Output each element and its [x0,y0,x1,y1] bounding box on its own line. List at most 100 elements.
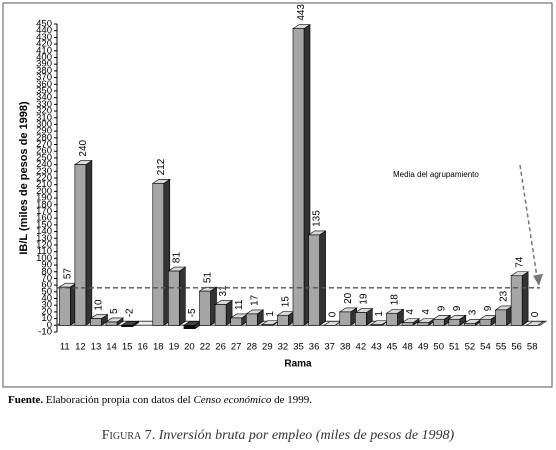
x-tick-label: 36 [309,342,320,353]
bar [90,318,102,326]
x-tick-label: 35 [293,342,304,353]
x-tick-label: 50 [433,342,444,353]
y-axis-label: IB/L (miles de pesos de 1998) [18,101,30,255]
bar [495,309,507,326]
y-tick-label: 440 [36,25,52,36]
x-tick-label: 11 [60,342,70,353]
value-label: 15 [281,296,292,308]
value-label: 135 [312,210,323,227]
chart-border [2,2,553,388]
value-label: 9 [452,305,463,311]
y-tick-label: 70 [41,273,52,284]
annotation-arrow [519,164,539,284]
bar [105,321,118,326]
bar [370,324,383,326]
bar [121,325,133,327]
y-tick-label: 110 [37,246,52,257]
y-tick-label: 280 [36,132,52,143]
bar [214,304,227,326]
bar [432,318,445,326]
value-label: 10 [94,299,105,311]
y-tick-label: 370 [36,72,52,83]
bar-side [319,230,326,326]
caption: Figura 7. Inversión bruta por empleo (mi… [0,428,556,444]
y-tick-label: 240 [36,159,52,170]
bar-top [525,321,545,326]
bar [308,234,320,326]
bar [339,311,352,326]
value-label: 240 [78,139,89,156]
caption-label: Figura 7. [101,428,156,443]
bar-side [179,266,186,326]
source-italic: Censo económico [193,394,272,406]
source: Fuente. Elaboración propia con datos del… [8,394,312,406]
x-tick-label: 48 [402,342,413,353]
x-tick-label: 26 [215,342,226,353]
y-tick-label: 130 [36,233,52,244]
value-label: 17 [249,294,260,306]
value-label: 31 [218,285,229,297]
y-tick-label: 150 [36,219,52,230]
value-label: 4 [421,309,432,315]
bar-side [521,271,529,326]
source-text: de 1999. [271,394,312,406]
y-tick-label: 300 [36,119,52,130]
x-tick-label: 52 [465,342,476,353]
bar [277,314,289,326]
value-label: 3 [468,309,479,315]
value-label: 19 [358,293,369,305]
x-tick-label: 16 [137,342,148,353]
y-tick-label: 350 [36,85,52,96]
x-tick-label: 12 [75,342,86,353]
y-tick-label: 0 [47,320,52,331]
y-tick-label: 160 [36,213,52,224]
value-label: 74 [514,256,525,268]
y-tick-label: 360 [36,79,52,90]
y-tick-label: 420 [36,39,52,50]
source-label: Fuente. [8,394,44,406]
y-tick-label: 190 [36,193,52,204]
value-label: 0 [327,311,338,317]
value-label: 9 [436,305,447,311]
bar [261,324,274,326]
value-label: 5 [109,308,120,314]
y-tick-label: 340 [36,92,52,103]
x-tick-label: 29 [262,342,273,353]
y-tick-label: 390 [36,59,52,70]
value-label: 11 [234,299,245,310]
value-label: 20 [343,292,354,304]
x-tick-label: 45 [387,342,398,353]
x-tick-label: 27 [231,342,242,353]
value-label: 443 [296,4,307,21]
x-tick-label: 20 [184,342,195,353]
y-tick-label: 400 [36,52,52,63]
bar [401,322,414,326]
value-label: -5 [187,308,198,317]
y-tick-label: 310 [36,112,52,123]
y-tick-label: 270 [36,139,52,150]
value-label: 23 [499,290,510,302]
x-tick-label: 15 [122,342,133,353]
bar [168,270,180,326]
bar [386,312,398,326]
x-tick-label: 54 [480,342,491,353]
x-tick-label: 55 [496,342,507,353]
bar [230,317,242,326]
y-tick-label: 60 [41,280,52,291]
y-tick-label: 180 [36,199,52,210]
value-label: 9 [483,305,494,311]
bar [448,318,461,326]
chart: IB/L (miles de pesos de 1998) Rama Media… [2,2,553,388]
x-tick-label: 38 [340,342,351,353]
value-label: 57 [62,268,73,280]
value-label: 18 [390,294,401,306]
y-tick-label: -10 [38,327,52,338]
annotation: Media del agrupamiento [393,170,479,179]
y-tick-label: 450 [36,19,52,30]
y-tick-label: 20 [41,306,52,317]
source-text: Elaboración propia con datos del [45,394,194,406]
bar [152,183,165,326]
y-tick-label: 140 [36,226,52,237]
